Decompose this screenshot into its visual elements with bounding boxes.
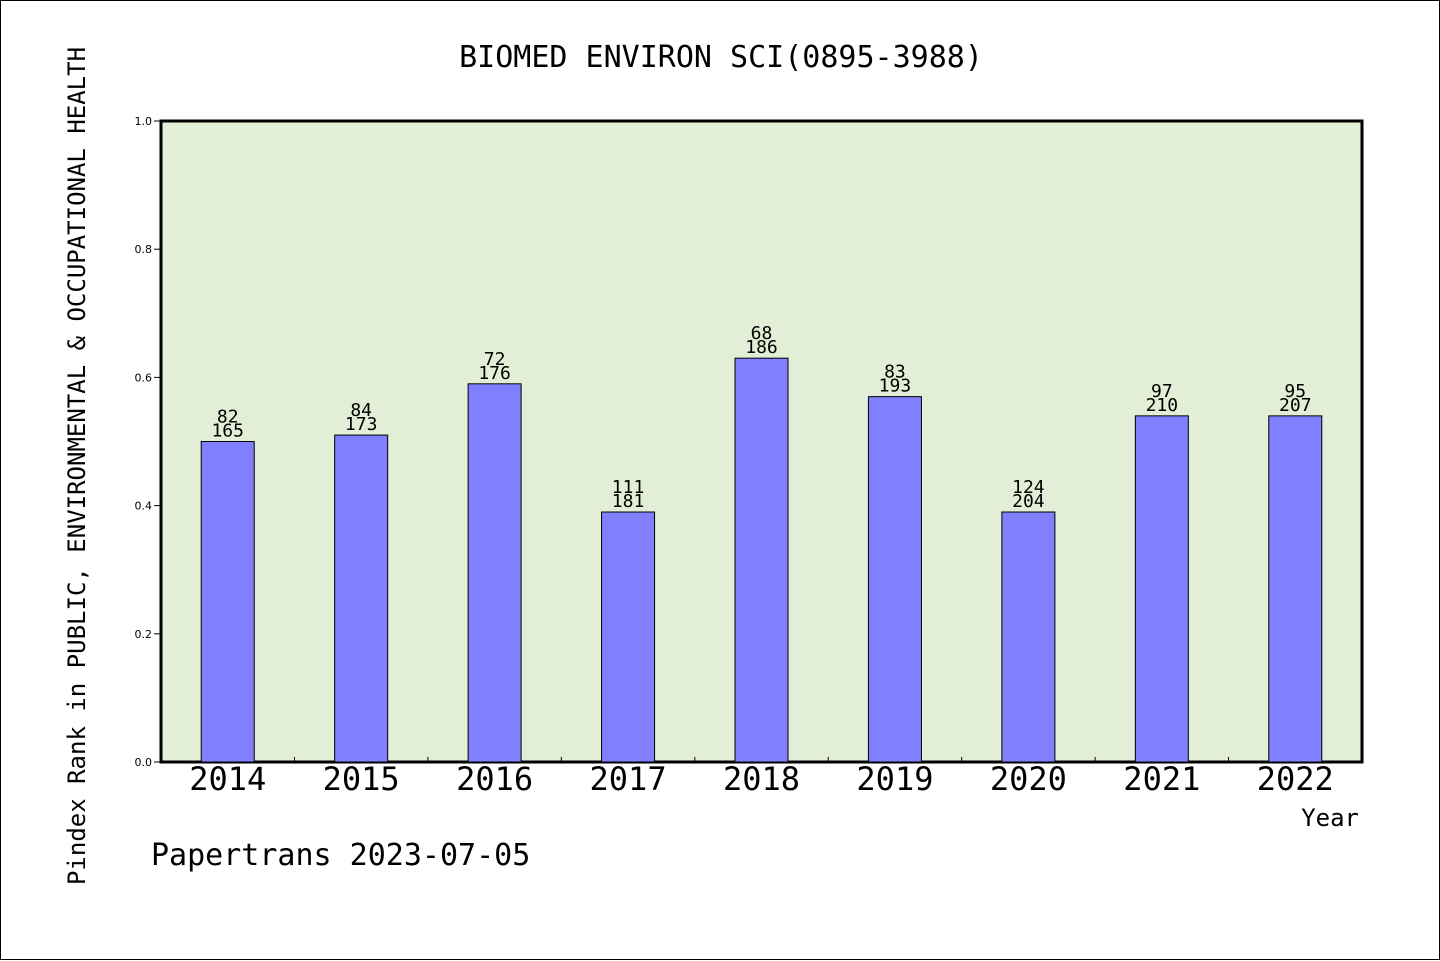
bar-total-label: 204 xyxy=(1012,491,1045,512)
bar-rank-label: 82 xyxy=(217,407,239,428)
y-axis: 0.0 0.2 0.4 0.6 0.8 1.0 xyxy=(135,115,161,769)
bar-2021 xyxy=(1134,415,1189,763)
y-tick-label: 0.8 xyxy=(135,243,153,256)
bar-total-label: 193 xyxy=(879,376,912,397)
x-axis: 2014 2015 2016 2017 2018 2019 2020 2021 2022 xyxy=(189,757,1334,798)
bar-total-label: 173 xyxy=(345,414,378,435)
y-tick-label: 1.0 xyxy=(135,115,153,128)
y-tick-label: 0.0 xyxy=(135,756,153,769)
bar-rank-label: 72 xyxy=(484,349,506,370)
bar-rank-label: 95 xyxy=(1284,381,1306,402)
y-tick-label: 0.6 xyxy=(135,371,153,384)
y-axis-label: Pindex Rank in PUBLIC, ENVIRONMENTAL & O… xyxy=(63,47,91,885)
x-tick-label: 2015 xyxy=(323,760,400,798)
bar-rank-label: 124 xyxy=(1012,477,1045,498)
bar-2017 xyxy=(601,511,656,763)
bar-total-label: 207 xyxy=(1279,395,1312,416)
bar-rank-label: 111 xyxy=(612,477,645,498)
bar-2015 xyxy=(334,434,389,763)
bar-rank-label: 83 xyxy=(884,362,906,383)
bar-total-label: 176 xyxy=(478,363,511,384)
x-tick-label: 2018 xyxy=(723,760,800,798)
bar-total-label: 186 xyxy=(745,337,778,358)
x-axis-label: Year xyxy=(1301,804,1359,832)
bar-labels: 8216584173721761111816818683193124204972… xyxy=(211,323,1311,512)
x-tick-label: 2017 xyxy=(590,760,667,798)
bar-2020 xyxy=(1001,511,1056,763)
bar-total-label: 210 xyxy=(1146,395,1179,416)
bar-2018 xyxy=(734,357,789,763)
bar-rank-label: 84 xyxy=(350,400,372,421)
y-tick-label: 0.2 xyxy=(135,628,153,641)
footer-credit: Papertrans 2023-07-05 xyxy=(151,838,530,873)
bar-2022 xyxy=(1268,415,1323,763)
bar-total-label: 165 xyxy=(211,421,244,442)
bar-total-label: 181 xyxy=(612,491,645,512)
x-tick-label: 2019 xyxy=(856,760,933,798)
bar-2019 xyxy=(867,396,922,763)
y-tick-label: 0.4 xyxy=(135,500,153,513)
x-tick-label: 2020 xyxy=(990,760,1067,798)
bars xyxy=(200,357,1323,763)
bar-rank-label: 97 xyxy=(1151,381,1173,402)
x-tick-label: 2021 xyxy=(1123,760,1200,798)
bar-2016 xyxy=(467,383,522,763)
bar-2014 xyxy=(200,441,255,763)
x-tick-label: 2016 xyxy=(456,760,533,798)
x-tick-label: 2022 xyxy=(1257,760,1334,798)
chart-title: BIOMED ENVIRON SCI(0895-3988) xyxy=(459,40,983,75)
x-tick-label: 2014 xyxy=(189,760,266,798)
bar-rank-label: 68 xyxy=(751,323,773,344)
